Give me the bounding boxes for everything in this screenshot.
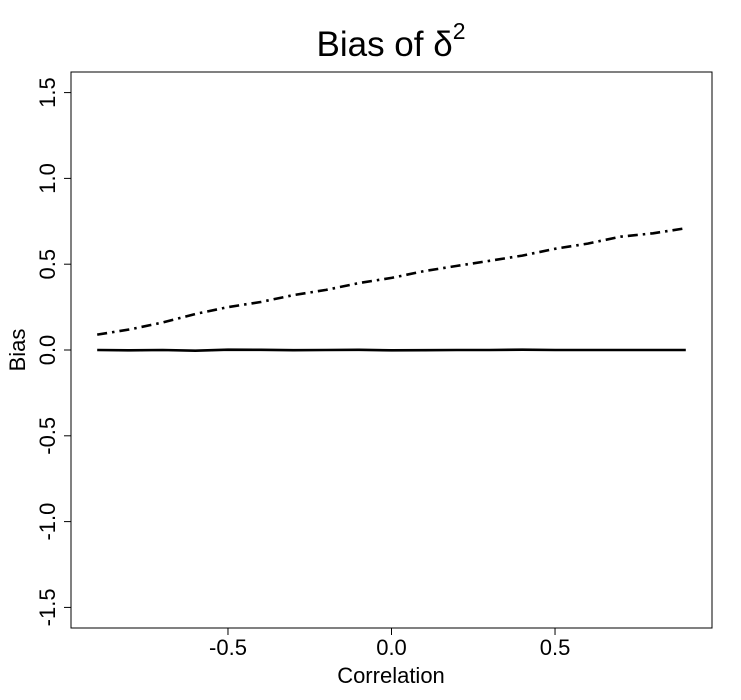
y-tick-label: 0.5 [35,249,60,280]
series-line-solid [97,348,686,353]
y-tick-label: 1.5 [35,77,60,108]
x-tick-label: 0.0 [376,635,407,660]
series-line-dashdot [96,226,687,336]
y-tick-label: -0.5 [35,417,60,455]
y-tick-label: 1.0 [35,163,60,194]
series-layer [96,226,687,353]
x-tick-label: 0.5 [540,635,571,660]
x-axis-label: Correlation [337,663,445,688]
chart-title-text: Bias of [316,25,433,64]
y-tick-label: 0.0 [35,335,60,366]
chart-title-superscript: 2 [453,18,466,44]
y-axis-label: Bias [5,329,30,372]
x-axis: -0.5 0.0 0.5 [209,628,570,660]
y-tick-label: -1.0 [35,503,60,541]
y-tick-label: -1.5 [35,588,60,626]
chart-title: Bias of δ2 [316,18,465,64]
x-tick-label: -0.5 [209,635,247,660]
y-axis: -1.5 -1.0 -0.5 0.0 0.5 1.0 1.5 [35,77,71,626]
chart-title-symbol: δ [433,25,452,64]
